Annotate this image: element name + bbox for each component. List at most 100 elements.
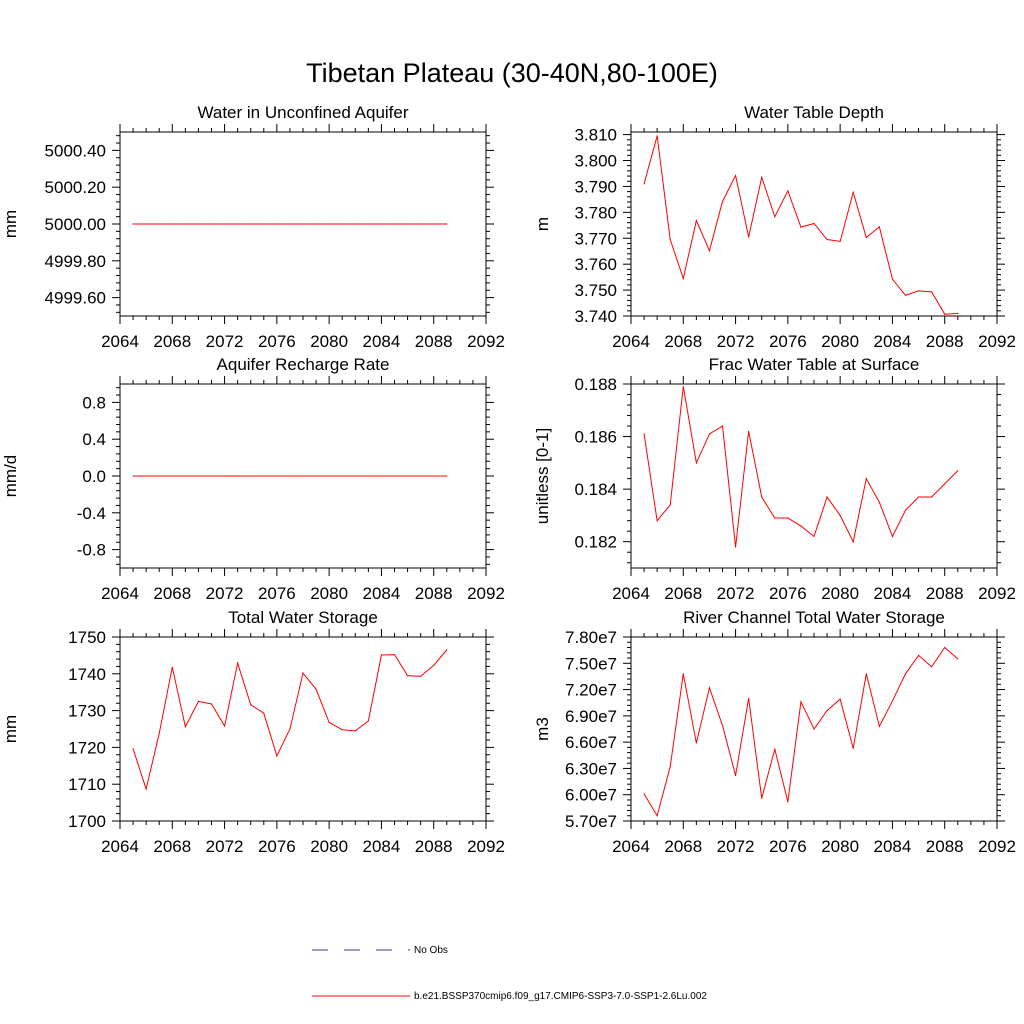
x-tick-label: 2068: [153, 837, 191, 856]
data-point: [250, 223, 252, 225]
y-tick-label: 5000.40: [45, 141, 106, 160]
y-tick-label: 3.760: [574, 255, 617, 274]
x-tick-label: 2076: [258, 332, 296, 351]
y-tick-label: 1700: [68, 812, 106, 831]
data-point: [341, 729, 343, 731]
data-point: [865, 673, 867, 675]
x-tick-label: 2080: [310, 837, 348, 856]
data-point: [302, 223, 304, 225]
figure-title: Tibetan Plateau (30-40N,80-100E): [306, 58, 718, 88]
data-point: [420, 223, 422, 225]
data-point: [367, 720, 369, 722]
data-point: [891, 535, 894, 538]
y-tick-label: -0.8: [77, 541, 106, 560]
x-tick-label: 2072: [717, 837, 755, 856]
data-point: [223, 223, 226, 225]
data-point: [354, 475, 356, 477]
data-point: [852, 191, 854, 193]
data-point: [865, 236, 867, 239]
y-tick-label: 4999.60: [45, 289, 106, 308]
y-tick-label: 1710: [68, 775, 106, 794]
data-point: [917, 496, 920, 498]
y-axis-label: m: [533, 217, 552, 231]
data-point: [891, 700, 894, 702]
data-point: [184, 223, 186, 225]
data-point: [132, 748, 134, 750]
data-point: [263, 223, 265, 225]
data-point: [813, 535, 815, 538]
data-point: [852, 541, 854, 543]
plot-frame: [630, 383, 998, 569]
y-tick-label: 3.790: [574, 177, 617, 196]
data-point: [393, 475, 396, 477]
x-tick-label: 2064: [612, 584, 650, 603]
x-tick-label: 2064: [101, 837, 139, 856]
data-point: [761, 797, 763, 799]
data-point: [774, 517, 776, 519]
y-tick-label: 0.8: [82, 393, 106, 412]
data-point: [184, 726, 186, 728]
data-point: [276, 755, 278, 757]
data-point: [643, 433, 645, 435]
data-point: [341, 223, 343, 225]
data-point: [223, 475, 226, 477]
data-point: [957, 470, 959, 472]
panel-river-channel-total-water-storage: River Channel Total Water Storage m3 2064 2…: [533, 608, 1016, 856]
data-point: [341, 475, 343, 477]
data-point: [276, 475, 278, 477]
x-tick-label: 2084: [363, 332, 401, 351]
y-tick-label: 7.50e7: [565, 654, 617, 673]
y-tick-label: 6.60e7: [565, 733, 617, 752]
data-point: [145, 788, 147, 790]
data-point: [210, 703, 213, 705]
y-axis-label: mm: [1, 210, 20, 238]
data-point: [891, 278, 894, 280]
data-point: [944, 313, 946, 315]
series-line: [132, 649, 448, 791]
x-tick-label: 2084: [874, 584, 912, 603]
series-line: [643, 646, 959, 818]
data-point: [774, 216, 776, 218]
y-tick-label: 6.90e7: [565, 707, 617, 726]
legend-no-obs-label: No Obs: [414, 945, 448, 956]
data-point: [197, 475, 200, 477]
data-point: [446, 475, 448, 477]
data-point: [158, 475, 160, 477]
data-point: [380, 654, 383, 656]
panel-frac-water-table-at-surface: Frac Water Table at Surface unitless [0-1…: [533, 355, 1016, 603]
y-tick-label: 3.810: [574, 126, 617, 145]
data-point: [315, 688, 317, 690]
data-point: [210, 223, 213, 225]
y-axis-label: m3: [533, 717, 552, 741]
legend: No Obs b.e21.BSSP370cmip6.f09_g17.CMIP6-…: [312, 945, 707, 1002]
data-point: [446, 223, 448, 225]
y-tick-label: 0.0: [82, 467, 106, 486]
data-point: [406, 475, 409, 477]
data-point: [800, 701, 802, 703]
y-axis-label: mm: [1, 715, 20, 743]
data-point: [380, 223, 383, 225]
data-point: [433, 664, 435, 666]
panel-title: Total Water Storage: [228, 608, 378, 627]
panel-title: Aquifer Recharge Rate: [217, 355, 390, 374]
y-tick-label: 0.186: [574, 428, 617, 447]
x-tick-label: 2076: [769, 837, 807, 856]
data-point: [761, 176, 763, 178]
x-tick-label: 2068: [153, 332, 191, 351]
data-point: [354, 730, 356, 732]
data-point: [433, 223, 435, 225]
y-tick-label: 3.770: [574, 229, 617, 248]
data-point: [263, 475, 265, 477]
data-point: [931, 666, 933, 668]
data-point: [721, 425, 724, 427]
x-tick-label: 2076: [769, 584, 807, 603]
data-point: [774, 748, 776, 750]
panel-aquifer-recharge-rate: Aquifer Recharge Rate mm/d 2064 2068 2072 207…: [1, 355, 505, 603]
x-tick-label: 2080: [310, 584, 348, 603]
x-tick-label: 2064: [612, 837, 650, 856]
data-point: [250, 704, 252, 706]
data-point: [210, 475, 213, 477]
legend-run-label: b.e21.BSSP370cmip6.f09_g17.CMIP6-SSP3-7.…: [414, 991, 707, 1002]
data-point: [328, 223, 330, 225]
data-point: [669, 766, 671, 768]
